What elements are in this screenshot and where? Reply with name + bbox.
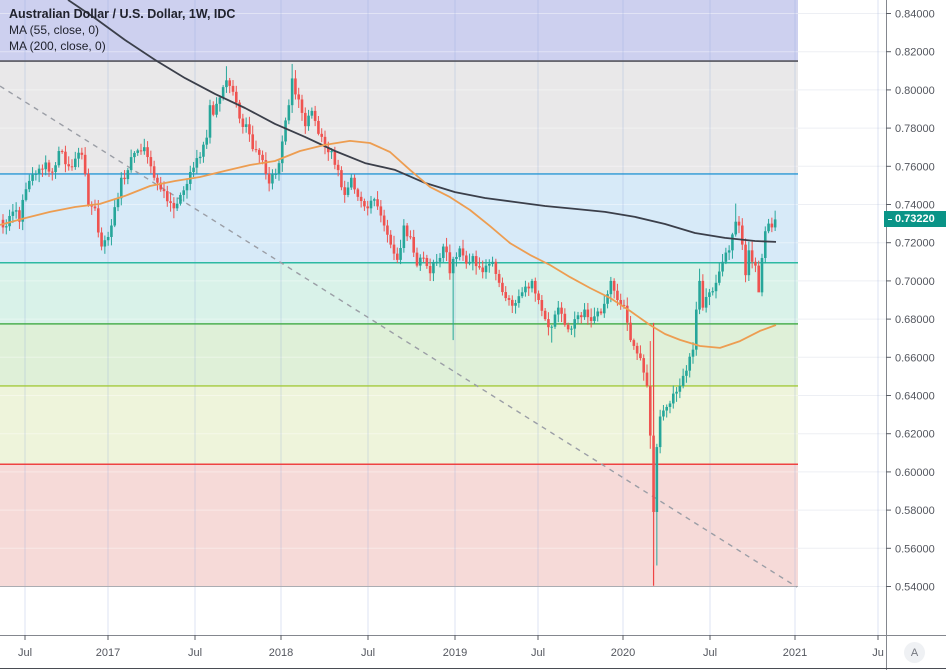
indicator-ma55-label[interactable]: MA (55, close, 0) bbox=[9, 23, 100, 37]
price-tick-label: 0.82000 bbox=[895, 47, 935, 59]
legend: Australian Dollar / U.S. Dollar, 1W, IDC… bbox=[9, 6, 235, 54]
price-tick-label: 0.54000 bbox=[895, 582, 935, 594]
price-tick-label: 0.80000 bbox=[895, 85, 935, 97]
price-tick-label: 0.66000 bbox=[895, 352, 935, 364]
price-tick-label: 0.60000 bbox=[895, 467, 935, 479]
time-tick-label: 2020 bbox=[611, 647, 635, 659]
vertical-gridlines bbox=[24, 0, 879, 635]
price-tick-label: 0.72000 bbox=[895, 238, 935, 250]
last-price-value: 0.73220 bbox=[895, 213, 935, 226]
band-yellow-zone bbox=[0, 385, 798, 465]
time-tick-label: Ju bbox=[872, 647, 884, 659]
time-axis[interactable] bbox=[0, 635, 886, 668]
price-tick-label: 0.74000 bbox=[895, 200, 935, 212]
time-tick-label: Jul bbox=[531, 647, 545, 659]
price-axis-labels: 0.84000 0.82000 0.80000 0.78000 0.76000 0.740… bbox=[886, 9, 935, 594]
time-tick-label: Jul bbox=[361, 647, 375, 659]
indicator-ma200-label[interactable]: MA (200, close, 0) bbox=[9, 39, 106, 53]
band-blue-zone bbox=[0, 173, 798, 263]
time-tick-label: Jul bbox=[703, 647, 717, 659]
ma-55-line bbox=[0, 140, 777, 349]
price-tick-label: 0.62000 bbox=[895, 429, 935, 441]
time-tick-label: 2018 bbox=[269, 647, 293, 659]
candlestick-series bbox=[1, 63, 777, 566]
last-price-label: 0.73220 bbox=[884, 211, 946, 228]
price-axis[interactable] bbox=[886, 0, 946, 635]
downtrend-line[interactable] bbox=[0, 85, 798, 588]
price-label-tick bbox=[888, 218, 892, 220]
price-tick-label: 0.56000 bbox=[895, 543, 935, 555]
level-lines bbox=[0, 60, 798, 587]
price-tick-label: 0.70000 bbox=[895, 276, 935, 288]
band-mint-zone bbox=[0, 262, 798, 324]
time-tick-label: 2021 bbox=[783, 647, 807, 659]
price-tick-label: 0.64000 bbox=[895, 391, 935, 403]
price-tick-label: 0.76000 bbox=[895, 161, 935, 173]
axis-settings-button[interactable]: A bbox=[904, 642, 925, 663]
price-tick-label: 0.84000 bbox=[895, 9, 935, 21]
band-green-zone bbox=[0, 323, 798, 386]
band-red-zone bbox=[0, 464, 798, 587]
time-tick-label: Jul bbox=[18, 647, 32, 659]
time-tick-label: 2019 bbox=[443, 647, 467, 659]
price-tick-label: 0.68000 bbox=[895, 314, 935, 326]
time-tick-label: Jul bbox=[188, 647, 202, 659]
time-tick-label: 2017 bbox=[96, 647, 120, 659]
price-tick-label: 0.78000 bbox=[895, 123, 935, 135]
time-axis-labels: Jul 2017 Jul 2018 Jul 2019 Jul 2020 Jul 2021 Ju bbox=[18, 635, 884, 659]
band-purple-zone bbox=[0, 0, 798, 62]
price-tick-label: 0.58000 bbox=[895, 505, 935, 517]
symbol-title[interactable]: Australian Dollar / U.S. Dollar, 1W, IDC bbox=[9, 7, 236, 21]
band-gray-zone bbox=[0, 61, 798, 174]
price-bands bbox=[0, 0, 798, 587]
